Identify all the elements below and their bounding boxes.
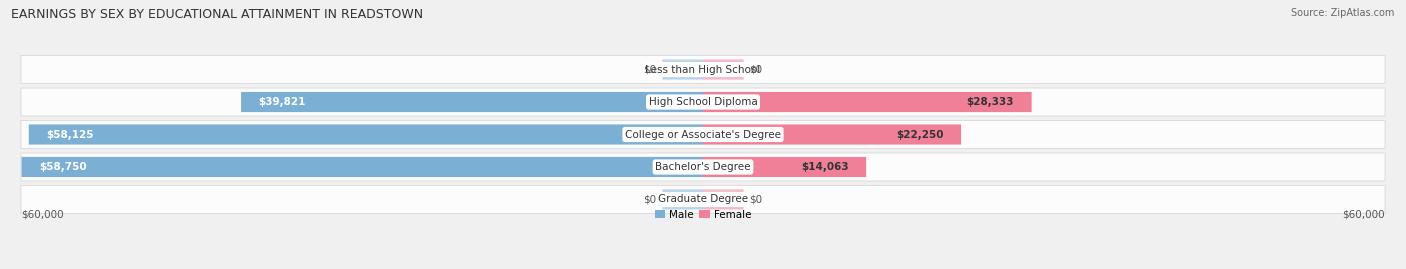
FancyBboxPatch shape <box>703 59 744 80</box>
Text: $0: $0 <box>644 194 657 204</box>
Text: High School Diploma: High School Diploma <box>648 97 758 107</box>
Legend: Male, Female: Male, Female <box>651 206 755 224</box>
FancyBboxPatch shape <box>21 88 1385 116</box>
Text: $22,250: $22,250 <box>896 129 943 140</box>
FancyBboxPatch shape <box>21 157 703 177</box>
Text: College or Associate's Degree: College or Associate's Degree <box>626 129 780 140</box>
FancyBboxPatch shape <box>240 92 703 112</box>
FancyBboxPatch shape <box>703 157 866 177</box>
Text: $60,000: $60,000 <box>1343 210 1385 220</box>
FancyBboxPatch shape <box>28 125 703 144</box>
Text: $58,125: $58,125 <box>46 129 94 140</box>
FancyBboxPatch shape <box>21 153 1385 181</box>
Text: Less than High School: Less than High School <box>645 65 761 75</box>
FancyBboxPatch shape <box>21 56 1385 83</box>
Text: Bachelor's Degree: Bachelor's Degree <box>655 162 751 172</box>
Text: $60,000: $60,000 <box>21 210 63 220</box>
Text: $14,063: $14,063 <box>801 162 849 172</box>
Text: Graduate Degree: Graduate Degree <box>658 194 748 204</box>
Text: $39,821: $39,821 <box>259 97 307 107</box>
Text: $0: $0 <box>749 194 762 204</box>
FancyBboxPatch shape <box>662 189 703 210</box>
FancyBboxPatch shape <box>662 59 703 80</box>
Text: $0: $0 <box>644 65 657 75</box>
Text: $58,750: $58,750 <box>39 162 87 172</box>
FancyBboxPatch shape <box>703 125 962 144</box>
FancyBboxPatch shape <box>703 92 1032 112</box>
Text: Source: ZipAtlas.com: Source: ZipAtlas.com <box>1291 8 1395 18</box>
Text: $0: $0 <box>749 65 762 75</box>
FancyBboxPatch shape <box>21 186 1385 213</box>
Text: EARNINGS BY SEX BY EDUCATIONAL ATTAINMENT IN READSTOWN: EARNINGS BY SEX BY EDUCATIONAL ATTAINMEN… <box>11 8 423 21</box>
FancyBboxPatch shape <box>703 189 744 210</box>
FancyBboxPatch shape <box>21 121 1385 148</box>
Text: $28,333: $28,333 <box>967 97 1014 107</box>
